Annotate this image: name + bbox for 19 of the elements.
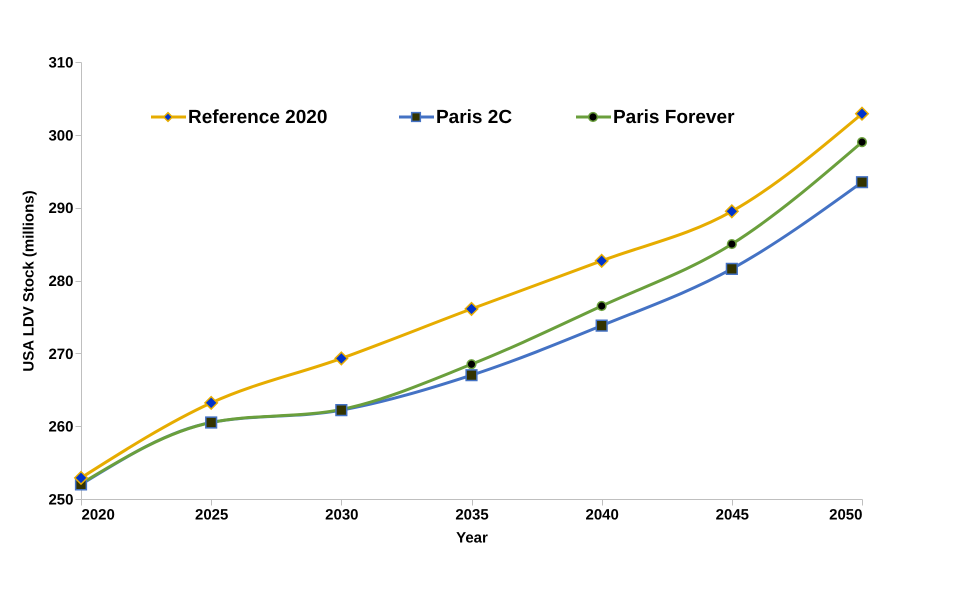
x-tick-label: 2020	[82, 506, 115, 524]
x-tick-label: 2030	[325, 506, 359, 524]
legend-label: Paris Forever	[613, 107, 736, 128]
y-tick-label: 310	[48, 54, 74, 72]
x-tick-label: 2025	[194, 506, 228, 524]
x-tick-label: 2050	[829, 506, 862, 524]
x-tick-label: 2045	[716, 506, 750, 524]
legend-label: Reference 2020	[188, 107, 328, 128]
y-tick-label: 250	[48, 492, 74, 508]
y-axis-title: USA LDV Stock (millions)	[20, 190, 38, 372]
y-tick-label: 270	[48, 346, 74, 363]
y-tick-label: 300	[48, 127, 74, 144]
x-axis-title: Year	[456, 530, 488, 546]
x-tick-label: 2035	[455, 506, 489, 524]
y-tick-label: 280	[48, 273, 74, 290]
x-tick-label: 2040	[585, 506, 619, 524]
y-tick-label: 290	[48, 200, 74, 218]
y-tick-label: 260	[48, 418, 74, 436]
legend-label: Paris 2C	[436, 107, 512, 128]
